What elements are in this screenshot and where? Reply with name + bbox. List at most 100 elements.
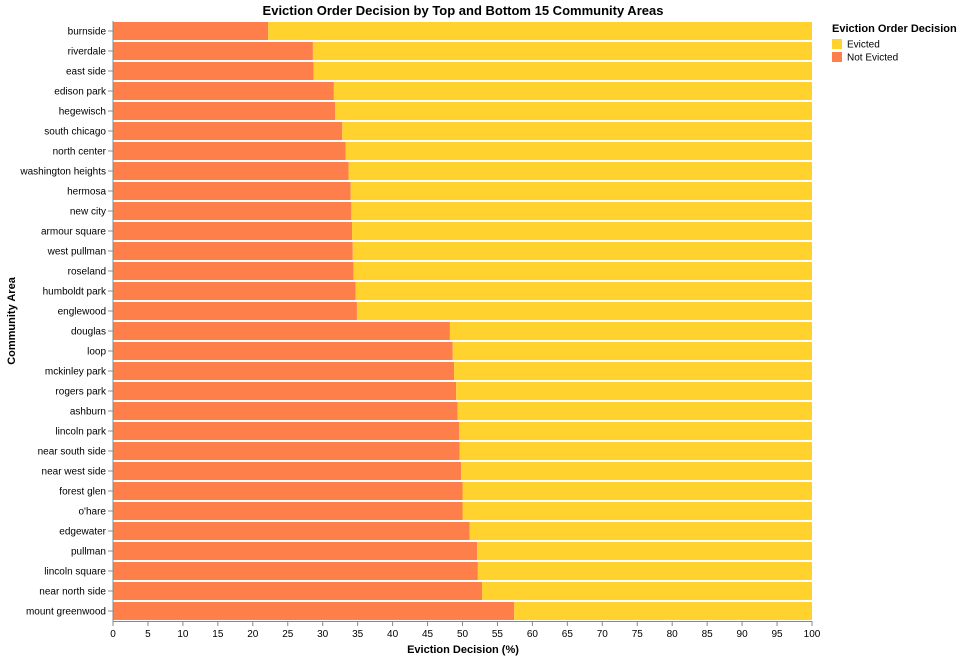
- bar-not-evicted-north-center: [113, 142, 346, 160]
- bar-evicted-humboldt-park: [355, 282, 812, 300]
- bar-not-evicted-ashburn: [113, 402, 458, 420]
- bar-not-evicted-near-north-side: [113, 582, 483, 600]
- y-tick-label: hegewisch: [59, 107, 106, 118]
- bar-not-evicted-armour-square: [113, 222, 353, 240]
- bar-evicted-pullman: [477, 542, 812, 560]
- y-tick-label: ashburn: [70, 407, 106, 418]
- bar-not-evicted-lincoln-square: [113, 562, 478, 580]
- bar-not-evicted-washington-heights: [113, 162, 349, 180]
- bar-not-evicted-hegewisch: [113, 102, 336, 120]
- y-tick-label: east side: [66, 67, 106, 78]
- y-tick-label: rogers park: [55, 387, 107, 398]
- y-tick-label: washington heights: [19, 167, 106, 178]
- bar-evicted-near-west-side: [461, 462, 812, 480]
- y-tick-label: burnside: [68, 27, 107, 38]
- y-tick-label: near west side: [42, 467, 107, 478]
- legend: Eviction Order Decision Evicted Not Evict…: [832, 23, 957, 64]
- bar-not-evicted-o-hare: [113, 502, 463, 520]
- bar-evicted-south-chicago: [342, 122, 812, 140]
- legend-label-evicted: Evicted: [847, 40, 880, 51]
- y-tick-label: edison park: [54, 87, 107, 98]
- bar-not-evicted-mckinley-park: [113, 362, 455, 380]
- y-tick-label: lincoln square: [44, 567, 106, 578]
- y-tick-label: near north side: [39, 587, 106, 598]
- bar-evicted-roseland: [353, 262, 812, 280]
- y-tick-label: edgewater: [59, 527, 106, 538]
- legend-title: Eviction Order Decision: [832, 23, 957, 35]
- bar-not-evicted-rogers-park: [113, 382, 457, 400]
- x-axis-title: Eviction Decision (%): [407, 644, 519, 656]
- legend-label-not-evicted: Not Evicted: [847, 53, 898, 64]
- y-tick-label: douglas: [71, 327, 106, 338]
- y-tick-label: near south side: [38, 447, 107, 458]
- bar-not-evicted-roseland: [113, 262, 354, 280]
- bar-not-evicted-lincoln-park: [113, 422, 460, 440]
- y-tick-label: pullman: [71, 547, 106, 558]
- bar-not-evicted-burnside: [113, 22, 269, 40]
- x-tick-label: 45: [422, 629, 434, 640]
- bar-evicted-new-city: [351, 202, 812, 220]
- x-tick-label: 70: [597, 629, 609, 640]
- y-axis-title: Community Area: [6, 276, 18, 364]
- bar-not-evicted-douglas: [113, 322, 450, 340]
- x-tick-label: 15: [212, 629, 224, 640]
- bar-not-evicted-englewood: [113, 302, 357, 320]
- bar-not-evicted-west-pullman: [113, 242, 353, 260]
- y-tick-label: west pullman: [47, 247, 106, 258]
- bar-not-evicted-hermosa: [113, 182, 351, 200]
- chart-title: Eviction Order Decision by Top and Botto…: [263, 3, 664, 18]
- bar-not-evicted-east-side: [113, 62, 314, 80]
- x-axis: 0 5 10 15 20 25 30 35 40 45 50 55 60 65 70 75 80 85 90 95 10…: [110, 621, 821, 640]
- bar-not-evicted-edgewater: [113, 522, 470, 540]
- bar-evicted-douglas: [449, 322, 812, 340]
- x-tick-label: 65: [562, 629, 574, 640]
- y-tick-label: south chicago: [44, 127, 106, 138]
- bar-not-evicted-near-south-side: [113, 442, 460, 460]
- x-tick-label: 20: [247, 629, 259, 640]
- y-tick-label: o'hare: [79, 507, 107, 518]
- y-tick-label: forest glen: [59, 487, 106, 498]
- x-tick-label: 5: [145, 629, 151, 640]
- bar-evicted-ashburn: [457, 402, 812, 420]
- y-tick-label: north center: [53, 147, 107, 158]
- x-tick-label: 85: [702, 629, 714, 640]
- bar-evicted-armour-square: [352, 222, 812, 240]
- bar-evicted-loop: [452, 342, 812, 360]
- bar-evicted-edgewater: [469, 522, 812, 540]
- y-tick-label: mount greenwood: [26, 607, 106, 618]
- bars-group: [113, 22, 813, 620]
- bar-not-evicted-south-chicago: [113, 122, 343, 140]
- bar-not-evicted-humboldt-park: [113, 282, 356, 300]
- bar-evicted-englewood: [356, 302, 812, 320]
- y-tick-label: armour square: [41, 227, 106, 238]
- y-axis: burnside riverdale east side edison park heg…: [19, 21, 114, 621]
- y-tick-label: englewood: [58, 307, 106, 318]
- bar-not-evicted-new-city: [113, 202, 352, 220]
- x-tick-label: 35: [352, 629, 364, 640]
- x-tick-label: 10: [177, 629, 189, 640]
- x-tick-label: 30: [317, 629, 329, 640]
- y-tick-label: riverdale: [68, 47, 107, 58]
- y-tick-label: new city: [70, 207, 106, 218]
- bar-evicted-hegewisch: [335, 102, 812, 120]
- bar-evicted-o-hare: [462, 502, 812, 520]
- x-tick-label: 0: [110, 629, 116, 640]
- bar-not-evicted-forest-glen: [113, 482, 463, 500]
- x-tick-label: 40: [387, 629, 399, 640]
- x-tick-label: 60: [527, 629, 539, 640]
- y-tick-label: mckinley park: [45, 367, 107, 378]
- x-tick-label: 95: [771, 629, 783, 640]
- x-tick-label: 90: [737, 629, 749, 640]
- x-tick-label: 75: [632, 629, 644, 640]
- x-tick-label: 50: [457, 629, 469, 640]
- bar-evicted-near-north-side: [482, 582, 812, 600]
- x-tick-label: 25: [282, 629, 294, 640]
- bar-evicted-mount-greenwood: [514, 602, 812, 620]
- y-tick-label: humboldt park: [43, 287, 107, 298]
- bar-evicted-riverdale: [312, 42, 812, 60]
- legend-swatch-not-evicted: [832, 52, 842, 62]
- bar-not-evicted-edison-park: [113, 82, 334, 100]
- bar-evicted-near-south-side: [459, 442, 812, 460]
- legend-swatch-evicted: [832, 39, 842, 49]
- y-tick-label: roseland: [68, 267, 106, 278]
